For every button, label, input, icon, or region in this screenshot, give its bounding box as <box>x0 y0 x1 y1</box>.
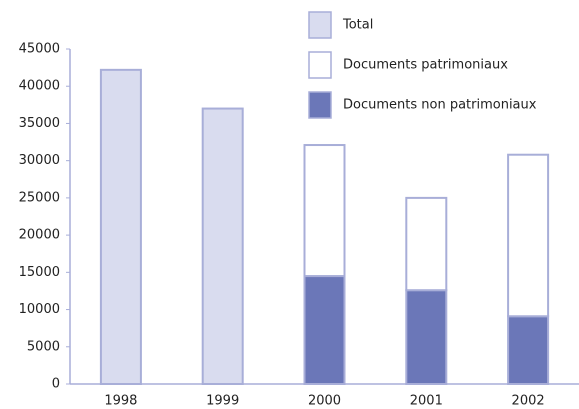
x-tick-label: 1999 <box>206 394 239 409</box>
bar-segment <box>507 315 550 385</box>
y-tick-label: 0 <box>52 377 60 392</box>
y-tick-label: 15000 <box>19 265 60 280</box>
x-tick-label: 2000 <box>308 394 341 409</box>
x-tick-label: 2002 <box>512 394 545 409</box>
legend-swatch <box>308 51 332 79</box>
bar-segment <box>405 289 448 386</box>
bar-segment <box>201 107 244 386</box>
y-tick-label: 40000 <box>19 79 60 94</box>
bar-segment <box>405 196 448 292</box>
y-tick-label: 5000 <box>27 339 60 354</box>
y-tick-label: 35000 <box>19 116 60 131</box>
legend-label: Documents non patrimoniaux <box>343 98 537 113</box>
x-tick-label: 2001 <box>410 394 443 409</box>
bar-segment <box>99 68 142 385</box>
legend-swatch <box>308 11 332 39</box>
bar-segment <box>303 275 346 385</box>
legend-label: Total <box>342 18 373 33</box>
bar-segment <box>303 144 346 278</box>
x-tick-label: 1998 <box>104 394 137 409</box>
y-tick-label: 25000 <box>19 190 60 205</box>
y-tick-label: 10000 <box>19 302 60 317</box>
bar-segment <box>507 153 550 318</box>
legend-swatch <box>308 91 332 119</box>
y-tick-label: 30000 <box>19 153 60 168</box>
legend-label: Documents patrimoniaux <box>343 58 508 73</box>
y-tick-label: 20000 <box>19 228 60 243</box>
y-tick-label: 45000 <box>19 42 60 57</box>
